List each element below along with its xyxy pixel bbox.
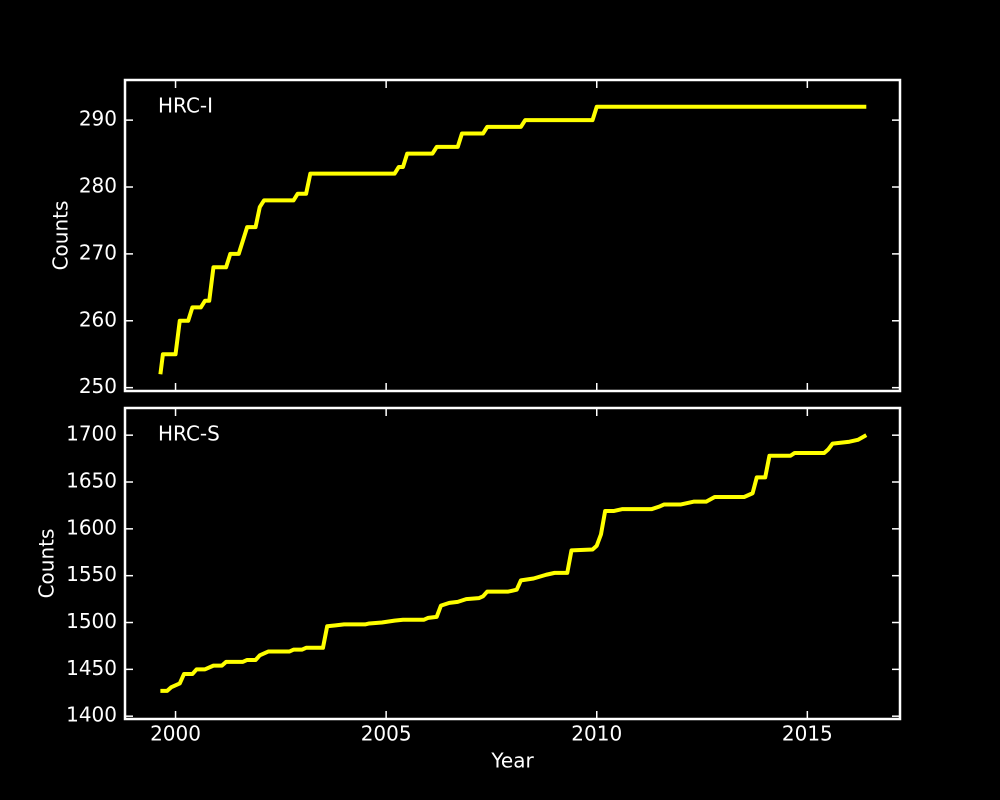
y-tick-label: 260 bbox=[79, 307, 117, 331]
y-tick-label: 250 bbox=[79, 374, 117, 398]
x-axis-label: Year bbox=[490, 749, 534, 773]
axes-frame bbox=[123, 406, 902, 721]
x-tick-label: 2005 bbox=[361, 722, 412, 746]
y-tick-label: 280 bbox=[79, 174, 117, 198]
x-tick-label: 2010 bbox=[571, 722, 622, 746]
y-tick-label: 1550 bbox=[66, 562, 117, 586]
y-tick-label: 290 bbox=[79, 107, 117, 131]
y-axis-label: Counts bbox=[35, 529, 59, 599]
x-tick-label: 2000 bbox=[150, 722, 201, 746]
annotation: HRC-I bbox=[158, 94, 213, 118]
annotation: HRC-S bbox=[158, 422, 220, 446]
y-tick-label: 1700 bbox=[66, 422, 117, 446]
y-tick-label: 1400 bbox=[66, 703, 117, 727]
axes-frame bbox=[123, 78, 902, 393]
data-line bbox=[158, 104, 867, 375]
y-tick-label: 1450 bbox=[66, 656, 117, 680]
y-tick-label: 1600 bbox=[66, 515, 117, 539]
data-line bbox=[160, 433, 868, 693]
y-axis-label: Counts bbox=[49, 201, 73, 271]
x-tick-label: 2015 bbox=[782, 722, 833, 746]
y-tick-label: 1650 bbox=[66, 469, 117, 493]
y-tick-label: 270 bbox=[79, 240, 117, 264]
y-tick-label: 1500 bbox=[66, 609, 117, 633]
